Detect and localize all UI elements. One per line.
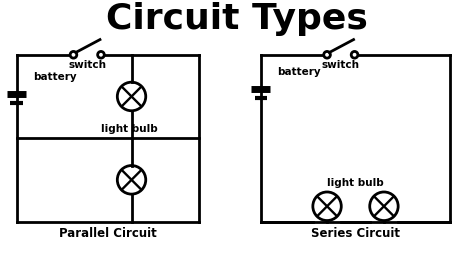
Text: battery: battery [33,72,77,82]
Text: Circuit Types: Circuit Types [106,2,368,36]
Text: Series Circuit: Series Circuit [311,227,400,240]
Circle shape [70,51,77,58]
Text: Parallel Circuit: Parallel Circuit [59,227,157,240]
Text: switch: switch [68,61,106,70]
Text: battery: battery [277,67,321,77]
Circle shape [351,51,358,58]
Circle shape [324,51,330,58]
Text: light bulb: light bulb [327,178,384,188]
Circle shape [98,51,104,58]
Text: switch: switch [322,61,360,70]
Text: light bulb: light bulb [101,124,157,134]
